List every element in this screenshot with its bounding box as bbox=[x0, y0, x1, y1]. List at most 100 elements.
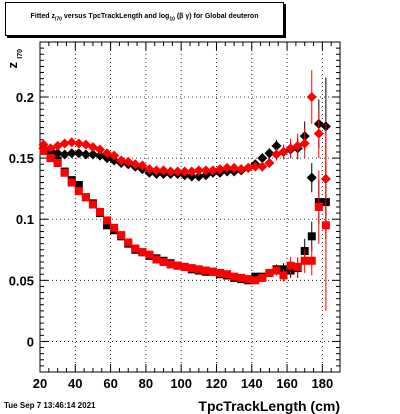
plot-frame bbox=[39, 41, 341, 373]
y-axis-label-sub: I70 bbox=[17, 49, 24, 59]
y-tick-label: 0 bbox=[27, 334, 34, 349]
data-point-diamond bbox=[193, 171, 204, 182]
data-point-square bbox=[173, 261, 182, 270]
data-point-square bbox=[201, 266, 210, 275]
data-point-diamond bbox=[179, 166, 190, 177]
data-point-square bbox=[194, 265, 203, 274]
data-point-diamond bbox=[59, 138, 70, 149]
chart-title-box: Fitted zI70 versus TpcTrackLength and lo… bbox=[5, 2, 284, 36]
data-point-square bbox=[279, 271, 288, 280]
x-tick-label: 160 bbox=[276, 376, 298, 391]
y-tick-label: 0.2 bbox=[16, 90, 34, 105]
timestamp: Tue Sep 7 13:46:14 2021 bbox=[4, 401, 96, 410]
data-point-square bbox=[187, 264, 196, 273]
data-point-diamond bbox=[222, 162, 233, 173]
data-point-diamond bbox=[306, 172, 317, 183]
data-point-square bbox=[286, 261, 295, 270]
data-point-diamond bbox=[229, 162, 240, 173]
data-point-diamond bbox=[137, 160, 148, 171]
data-point-square bbox=[166, 260, 175, 269]
data-point-diamond bbox=[200, 165, 211, 176]
x-axis-label: TpcTrackLength (cm) bbox=[198, 398, 340, 414]
x-tick-label: 180 bbox=[312, 376, 334, 391]
y-axis-label: z bbox=[5, 62, 20, 69]
data-point-square bbox=[314, 203, 323, 211]
data-point-square bbox=[124, 238, 133, 247]
data-point-diamond bbox=[73, 138, 84, 149]
data-point-square bbox=[223, 270, 232, 279]
data-point-square bbox=[103, 221, 112, 230]
x-tick-label: 100 bbox=[170, 376, 192, 391]
data-point-diamond bbox=[151, 165, 162, 176]
data-point-diamond bbox=[172, 166, 183, 177]
x-tick-label: 120 bbox=[206, 376, 228, 391]
data-point-square bbox=[145, 250, 154, 259]
data-point-diamond bbox=[130, 159, 141, 170]
data-point-square bbox=[237, 273, 246, 282]
data-point-diamond bbox=[59, 149, 70, 160]
data-point-square bbox=[96, 207, 104, 216]
data-point-square bbox=[60, 168, 69, 177]
x-tick-label: 20 bbox=[33, 376, 47, 391]
data-point-diamond bbox=[207, 165, 218, 176]
data-point-square bbox=[46, 154, 55, 163]
data-point-diamond bbox=[109, 150, 120, 161]
data-point-diamond bbox=[73, 148, 84, 159]
data-point-diamond bbox=[66, 137, 77, 148]
data-point-square bbox=[67, 178, 76, 187]
data-point-diamond bbox=[278, 147, 289, 157]
data-point-diamond bbox=[80, 149, 91, 160]
data-point-square bbox=[244, 275, 253, 284]
data-point-square bbox=[180, 262, 189, 271]
data-point-diamond bbox=[158, 165, 169, 176]
data-point-diamond bbox=[66, 148, 77, 159]
data-point-square bbox=[131, 244, 140, 253]
data-point-diamond bbox=[257, 161, 268, 172]
data-point-diamond bbox=[52, 148, 63, 159]
data-point-square bbox=[300, 256, 309, 265]
data-point-square bbox=[265, 269, 274, 277]
data-point-square bbox=[152, 255, 161, 264]
y-tick-label: 0.1 bbox=[16, 212, 34, 227]
data-point-square bbox=[307, 232, 316, 241]
data-point-diamond bbox=[243, 162, 254, 173]
y-tick-label: 0.15 bbox=[9, 151, 34, 166]
data-point-square bbox=[74, 187, 83, 196]
data-point-square bbox=[39, 146, 48, 155]
data-point-square bbox=[88, 200, 97, 209]
data-point-square bbox=[272, 266, 281, 275]
data-point-square bbox=[208, 267, 217, 276]
x-tick-label: 140 bbox=[241, 376, 263, 391]
data-point-square bbox=[81, 193, 90, 202]
data-point-diamond bbox=[306, 92, 317, 102]
data-point-square bbox=[321, 221, 330, 230]
y-tick-label: 0.05 bbox=[9, 273, 34, 288]
data-point-diamond bbox=[87, 149, 98, 160]
data-point-square bbox=[307, 256, 316, 265]
data-point-diamond bbox=[264, 148, 275, 159]
data-point-square bbox=[117, 231, 126, 240]
x-tick-label: 60 bbox=[103, 376, 117, 391]
data-point-square bbox=[230, 272, 239, 281]
data-point-square bbox=[216, 269, 224, 277]
data-point-diamond bbox=[144, 164, 155, 175]
data-point-diamond bbox=[313, 128, 324, 139]
x-tick-label: 80 bbox=[139, 376, 153, 391]
data-point-diamond bbox=[271, 140, 282, 151]
data-point-diamond bbox=[165, 166, 176, 177]
data-point-diamond bbox=[257, 153, 268, 164]
data-point-square bbox=[293, 262, 302, 271]
data-point-diamond bbox=[95, 144, 105, 155]
data-point-square bbox=[258, 273, 267, 282]
data-point-diamond bbox=[186, 166, 197, 177]
data-point-diamond bbox=[250, 161, 261, 172]
data-point-square bbox=[103, 216, 112, 225]
data-point-diamond bbox=[299, 138, 310, 149]
data-point-square bbox=[74, 181, 83, 189]
data-point-diamond bbox=[215, 164, 225, 175]
data-point-diamond bbox=[264, 158, 275, 168]
data-point-diamond bbox=[116, 155, 127, 166]
data-point-square bbox=[138, 248, 147, 257]
chart-title: Fitted zI70 versus TpcTrackLength and lo… bbox=[30, 13, 259, 23]
